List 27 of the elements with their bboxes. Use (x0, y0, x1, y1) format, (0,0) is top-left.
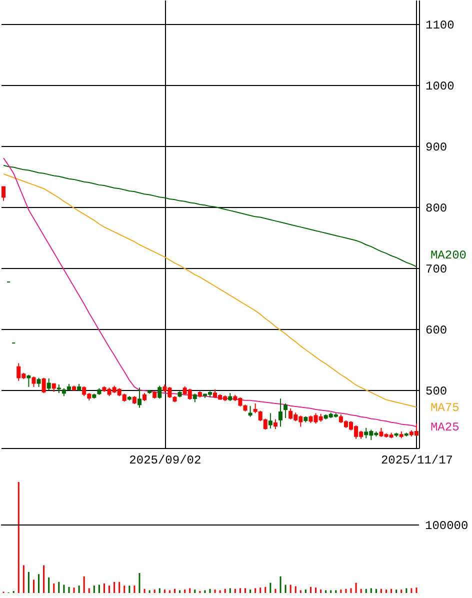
x-tick-label: 2025/09/02 (129, 454, 202, 468)
candlestick (2, 186, 6, 202)
candlestick (32, 376, 36, 388)
candlestick (137, 387, 142, 408)
y-tick-label: 900 (426, 140, 448, 154)
y-tick-label: 1100 (426, 18, 454, 32)
candlestick (46, 378, 51, 391)
candlestick (42, 377, 46, 394)
series-label: MA200 (430, 248, 466, 263)
candlestick (273, 418, 278, 430)
line-series (3, 164, 417, 268)
candlestick (158, 385, 162, 400)
candlestick (284, 402, 288, 419)
y-tick-label: 500 (426, 384, 448, 399)
candlestick (26, 374, 31, 388)
candlestick (36, 377, 41, 388)
candlestick (278, 398, 283, 428)
y-tick-label: 1000 (426, 79, 454, 94)
candlestick (268, 412, 272, 429)
candlestick (248, 405, 252, 418)
series-label: MA25 (430, 420, 460, 435)
y-tick-label: 800 (426, 201, 448, 216)
x-tick-label: 2025/11/17 (380, 454, 453, 468)
series-label: MA75 (430, 401, 460, 416)
y-tick-label: 700 (426, 262, 448, 276)
text: 100000 (425, 518, 468, 533)
y-tick-label: 600 (426, 323, 448, 338)
